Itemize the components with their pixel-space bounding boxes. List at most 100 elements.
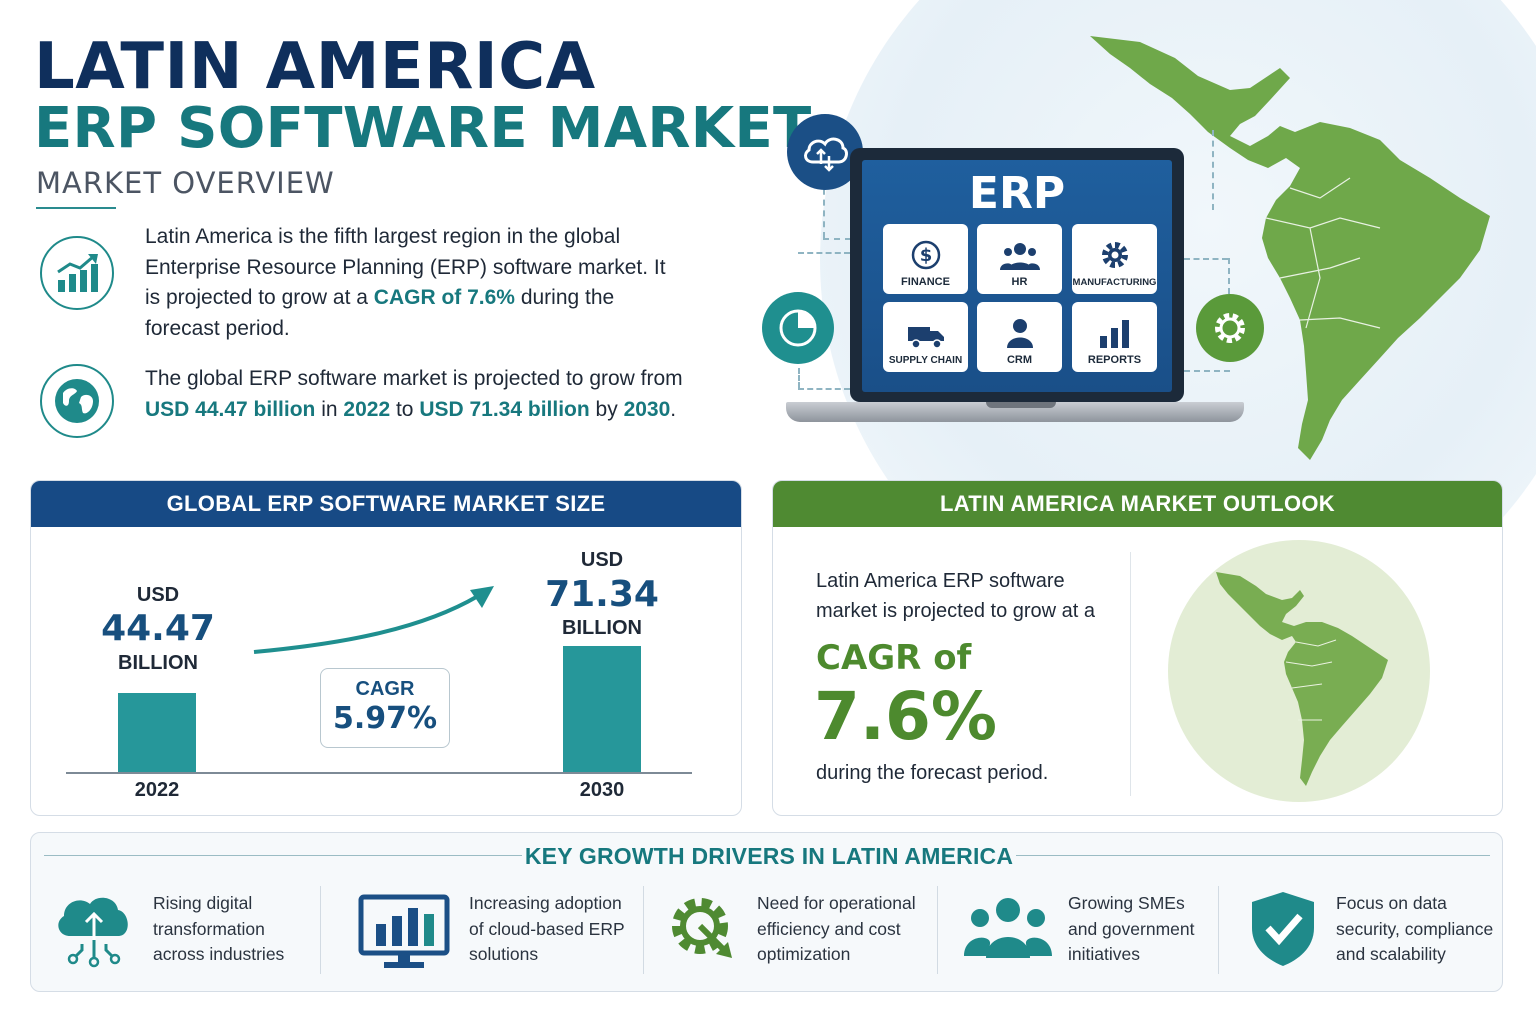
bar-2022-value-label: 44.47 xyxy=(101,608,215,649)
drivers-heading-rule-left xyxy=(44,855,522,856)
bar-2030 xyxy=(563,646,641,772)
overview-p2-value-2022: USD 44.47 billion xyxy=(145,397,316,421)
module-tile-reports: REPORTS xyxy=(1072,302,1157,372)
bar-2030-unit-suffix: BILLION xyxy=(562,617,642,639)
bar-2022-year-label: 2022 xyxy=(134,779,180,801)
driver-5-line1: Focus on data xyxy=(1336,893,1447,913)
pie-chart-icon xyxy=(762,292,834,364)
people-group-icon xyxy=(964,898,1052,958)
outlook-divider xyxy=(1130,552,1131,796)
cloud-network-icon xyxy=(58,897,128,968)
driver-separator xyxy=(1218,886,1219,974)
overview-p1-text-a: Latin America is the fifth largest regio… xyxy=(145,225,666,309)
outlook-line1: Latin America ERP software xyxy=(816,570,1065,592)
driver-2-line3: solutions xyxy=(469,944,539,964)
driver-item-5: Focus on data security, compliance and s… xyxy=(1336,891,1500,968)
driver-4-line2: and government xyxy=(1068,918,1195,939)
settings-gear-icon xyxy=(1196,294,1264,362)
driver-1-line3: across industries xyxy=(153,944,285,964)
truck-icon xyxy=(907,327,944,349)
module-label: CRM xyxy=(1006,354,1033,366)
connector-line xyxy=(823,178,825,238)
driver-4-line1: Growing SMEs xyxy=(1068,893,1185,913)
driver-2-line1: Increasing adoption xyxy=(469,893,622,913)
page-title-line1: LATIN AMERICA xyxy=(34,30,596,104)
latin-america-map xyxy=(1090,36,1490,460)
module-label: SUPPLY CHAIN xyxy=(888,355,963,366)
overview-paragraph-1: Latin America is the fifth largest regio… xyxy=(145,222,675,344)
driver-separator xyxy=(643,886,644,974)
overview-p2-text-e: . xyxy=(670,397,677,421)
bar-2022 xyxy=(118,693,196,772)
connector-line xyxy=(1184,370,1230,372)
driver-5-line3: and scalability xyxy=(1336,944,1446,964)
shield-check-icon xyxy=(1252,892,1314,966)
connector-line xyxy=(1184,258,1228,260)
monitor-chart-icon xyxy=(358,894,450,968)
growth-chart-icon xyxy=(40,236,114,310)
overview-p2-year-2030: 2030 xyxy=(623,397,671,421)
bar-2022-unit-prefix: USD xyxy=(136,584,180,606)
driver-item-1: Rising digital transformation across ind… xyxy=(153,891,313,968)
overview-p2-text-a: The global ERP software market is projec… xyxy=(145,367,683,390)
driver-item-2: Increasing adoption of cloud-based ERP s… xyxy=(469,891,637,968)
global-panel-heading: GLOBAL ERP SOFTWARE MARKET SIZE xyxy=(31,481,741,527)
svg-text:$: $ xyxy=(919,245,932,266)
outlook-line2: market is projected to grow at a xyxy=(816,600,1096,622)
gear-arrow-icon xyxy=(672,898,732,958)
chart-baseline xyxy=(66,772,692,774)
outlook-panel-heading: LATIN AMERICA MARKET OUTLOOK xyxy=(773,481,1502,527)
latin-america-mini-map xyxy=(1216,572,1388,786)
module-tile-hr: HR xyxy=(977,224,1062,294)
module-label: HR xyxy=(1011,276,1028,288)
drivers-heading-rule-right xyxy=(1016,855,1490,856)
connector-line xyxy=(1228,258,1230,294)
driver-4-line3: initiatives xyxy=(1068,944,1140,964)
module-tile-manufacturing: MANUFACTURING xyxy=(1072,224,1157,294)
module-label: FINANCE xyxy=(901,276,950,288)
bar-2022-unit-suffix: BILLION xyxy=(118,652,198,674)
bar-2030-value-label: 71.34 xyxy=(545,574,659,615)
driver-item-4: Growing SMEs and government initiatives xyxy=(1068,891,1208,968)
laptop-base xyxy=(786,402,1244,422)
driver-1-line1: Rising digital xyxy=(153,893,253,913)
module-label: MANUFACTURING xyxy=(1072,277,1157,288)
connector-line xyxy=(823,238,851,240)
bar-2030-unit-prefix: USD xyxy=(580,549,624,571)
overview-p2-year-2022: 2022 xyxy=(343,397,391,421)
connector-line xyxy=(798,388,850,390)
drivers-heading: KEY GROWTH DRIVERS IN LATIN AMERICA xyxy=(524,843,1014,869)
user-icon xyxy=(1006,319,1033,348)
cagr-label: CAGR xyxy=(355,678,415,700)
cagr-value: 5.97% xyxy=(332,701,438,736)
overview-p1-text-b: during the forecast period. xyxy=(145,286,615,340)
gear-icon xyxy=(1101,242,1128,268)
driver-3-line1: Need for operational xyxy=(757,893,916,913)
module-tile-crm: CRM xyxy=(977,302,1062,372)
overview-paragraph-2: The global ERP software market is projec… xyxy=(145,364,685,425)
overview-p1-cagr: CAGR of 7.6% xyxy=(373,286,515,309)
overview-p2-text-c: to xyxy=(390,397,420,421)
driver-3-line2: efficiency and cost xyxy=(757,918,901,939)
globe-icon xyxy=(40,364,114,438)
outlook-cagr-label: CAGR of xyxy=(816,638,972,678)
overview-p2-value-2030: USD 71.34 billion xyxy=(419,397,590,421)
section-subtitle: MARKET OVERVIEW xyxy=(36,166,335,200)
module-tile-supply-chain: SUPPLY CHAIN xyxy=(883,302,968,372)
outlook-intro: Latin America ERP software market is pro… xyxy=(816,566,1136,626)
dollar-icon: $ xyxy=(911,240,940,270)
growth-arrow xyxy=(253,586,494,654)
connector-line xyxy=(798,252,850,254)
module-tile-finance: $ FINANCE xyxy=(883,224,968,294)
connector-line xyxy=(798,368,800,388)
subtitle-underline xyxy=(36,207,116,209)
overview-p2-text-b: in xyxy=(315,397,344,421)
driver-item-3: Need for operational efficiency and cost… xyxy=(757,891,929,968)
driver-5-line2: security, compliance xyxy=(1336,918,1494,939)
driver-1-line2: transformation xyxy=(153,918,265,939)
driver-separator xyxy=(937,886,938,974)
overview-p2-text-d: by xyxy=(589,397,624,421)
driver-2-line2: of cloud-based ERP xyxy=(469,918,625,939)
laptop-screen-title: ERP xyxy=(968,168,1066,219)
cagr-box: CAGR 5.97% xyxy=(320,668,450,748)
